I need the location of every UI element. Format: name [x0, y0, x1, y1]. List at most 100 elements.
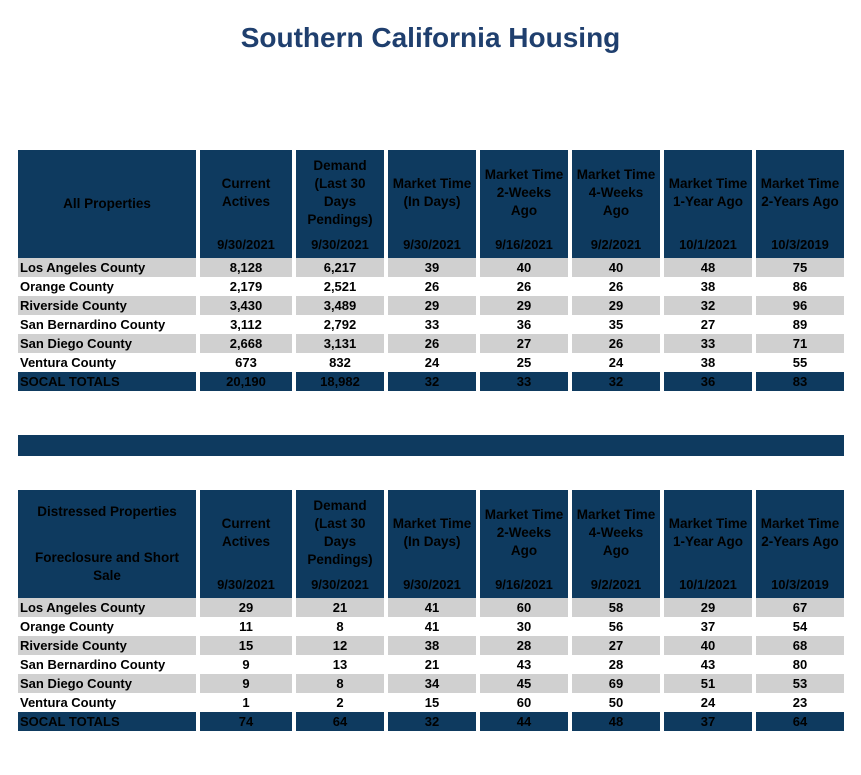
table-row: Los Angeles County 29 21 41 60 58 29 67	[18, 598, 844, 617]
county-name: Ventura County	[18, 693, 196, 712]
table-cell: 33	[388, 315, 476, 334]
all-properties-table: All Properties Current Actives Demand (L…	[14, 150, 848, 391]
table-cell: 13	[296, 655, 384, 674]
table-cell: 39	[388, 258, 476, 277]
table-cell: 15	[388, 693, 476, 712]
column-date: 10/1/2021	[664, 235, 752, 258]
table-cell: 41	[388, 617, 476, 636]
table-cell: 18,982	[296, 372, 384, 391]
table-cell: 32	[388, 372, 476, 391]
table-cell: 24	[572, 353, 660, 372]
table-cell: 2	[296, 693, 384, 712]
table-cell: 24	[664, 693, 752, 712]
table-cell: 68	[756, 636, 844, 655]
table-cell: 36	[664, 372, 752, 391]
table-cell: 40	[480, 258, 568, 277]
table-cell: 27	[480, 334, 568, 353]
table-cell: 44	[480, 712, 568, 731]
table-cell: 2,668	[200, 334, 292, 353]
column-heading: Current Actives	[200, 490, 292, 575]
table-cell: 29	[200, 598, 292, 617]
table-cell: 41	[388, 598, 476, 617]
table-label-cell: Distressed Properties Foreclosure and Sh…	[18, 490, 196, 598]
table-cell: 32	[388, 712, 476, 731]
table-cell: 55	[756, 353, 844, 372]
table-cell: 3,131	[296, 334, 384, 353]
column-date: 10/1/2021	[664, 575, 752, 598]
table-cell: 673	[200, 353, 292, 372]
table-cell: 12	[296, 636, 384, 655]
column-heading: Current Actives	[200, 150, 292, 235]
table-row: Ventura County 673 832 24 25 24 38 55	[18, 353, 844, 372]
column-date: 9/30/2021	[296, 235, 384, 258]
table-cell: 34	[388, 674, 476, 693]
table-cell: 33	[480, 372, 568, 391]
county-name: Los Angeles County	[18, 258, 196, 277]
table-cell: 83	[756, 372, 844, 391]
column-heading: Market Time 4-Weeks Ago	[572, 490, 660, 575]
table-row: San Diego County 9 8 34 45 69 51 53	[18, 674, 844, 693]
table-cell: 37	[664, 712, 752, 731]
table-cell: 28	[572, 655, 660, 674]
column-heading: Market Time 2-Weeks Ago	[480, 150, 568, 235]
table-cell: 60	[480, 598, 568, 617]
county-name: Riverside County	[18, 636, 196, 655]
column-date: 9/30/2021	[388, 575, 476, 598]
table-cell: 40	[572, 258, 660, 277]
column-date: 9/16/2021	[480, 235, 568, 258]
county-name: Orange County	[18, 617, 196, 636]
table-row: Los Angeles County 8,128 6,217 39 40 40 48 75	[18, 258, 844, 277]
table-cell: 21	[296, 598, 384, 617]
table-cell: 9	[200, 655, 292, 674]
table-cell: 8	[296, 617, 384, 636]
table-label: Distressed Properties	[37, 504, 177, 519]
column-date: 9/16/2021	[480, 575, 568, 598]
table-cell: 29	[572, 296, 660, 315]
table-cell: 1	[200, 693, 292, 712]
table-cell: 29	[664, 598, 752, 617]
totals-label: SOCAL TOTALS	[18, 712, 196, 731]
table-cell: 45	[480, 674, 568, 693]
table-cell: 26	[572, 334, 660, 353]
table-cell: 64	[296, 712, 384, 731]
table-cell: 6,217	[296, 258, 384, 277]
table-cell: 43	[664, 655, 752, 674]
table-cell: 28	[480, 636, 568, 655]
county-name: Los Angeles County	[18, 598, 196, 617]
column-date: 10/3/2019	[756, 575, 844, 598]
county-name: San Bernardino County	[18, 655, 196, 674]
column-date: 9/2/2021	[572, 575, 660, 598]
county-name: Ventura County	[18, 353, 196, 372]
table-cell: 3,430	[200, 296, 292, 315]
distressed-properties-table: Distressed Properties Foreclosure and Sh…	[14, 490, 848, 731]
table-cell: 86	[756, 277, 844, 296]
table-row: San Diego County 2,668 3,131 26 27 26 33 71	[18, 334, 844, 353]
table-cell: 26	[388, 277, 476, 296]
table-cell: 35	[572, 315, 660, 334]
column-date: 9/2/2021	[572, 235, 660, 258]
table-cell: 80	[756, 655, 844, 674]
section-divider	[18, 435, 844, 456]
table-cell: 30	[480, 617, 568, 636]
table-row: San Bernardino County 9 13 21 43 28 43 80	[18, 655, 844, 674]
column-date: 9/30/2021	[388, 235, 476, 258]
table-cell: 25	[480, 353, 568, 372]
table-cell: 89	[756, 315, 844, 334]
table-cell: 29	[388, 296, 476, 315]
table-cell: 50	[572, 693, 660, 712]
table-cell: 96	[756, 296, 844, 315]
column-heading: Demand (Last 30 Days Pendings)	[296, 150, 384, 235]
totals-label: SOCAL TOTALS	[18, 372, 196, 391]
table-cell: 40	[664, 636, 752, 655]
county-name: Orange County	[18, 277, 196, 296]
table-cell: 32	[572, 372, 660, 391]
table-cell: 15	[200, 636, 292, 655]
column-heading: Market Time 4-Weeks Ago	[572, 150, 660, 235]
column-date: 9/30/2021	[200, 575, 292, 598]
table-cell: 32	[664, 296, 752, 315]
table-cell: 75	[756, 258, 844, 277]
county-name: Riverside County	[18, 296, 196, 315]
table-cell: 11	[200, 617, 292, 636]
table-cell: 48	[572, 712, 660, 731]
column-heading: Market Time (In Days)	[388, 150, 476, 235]
